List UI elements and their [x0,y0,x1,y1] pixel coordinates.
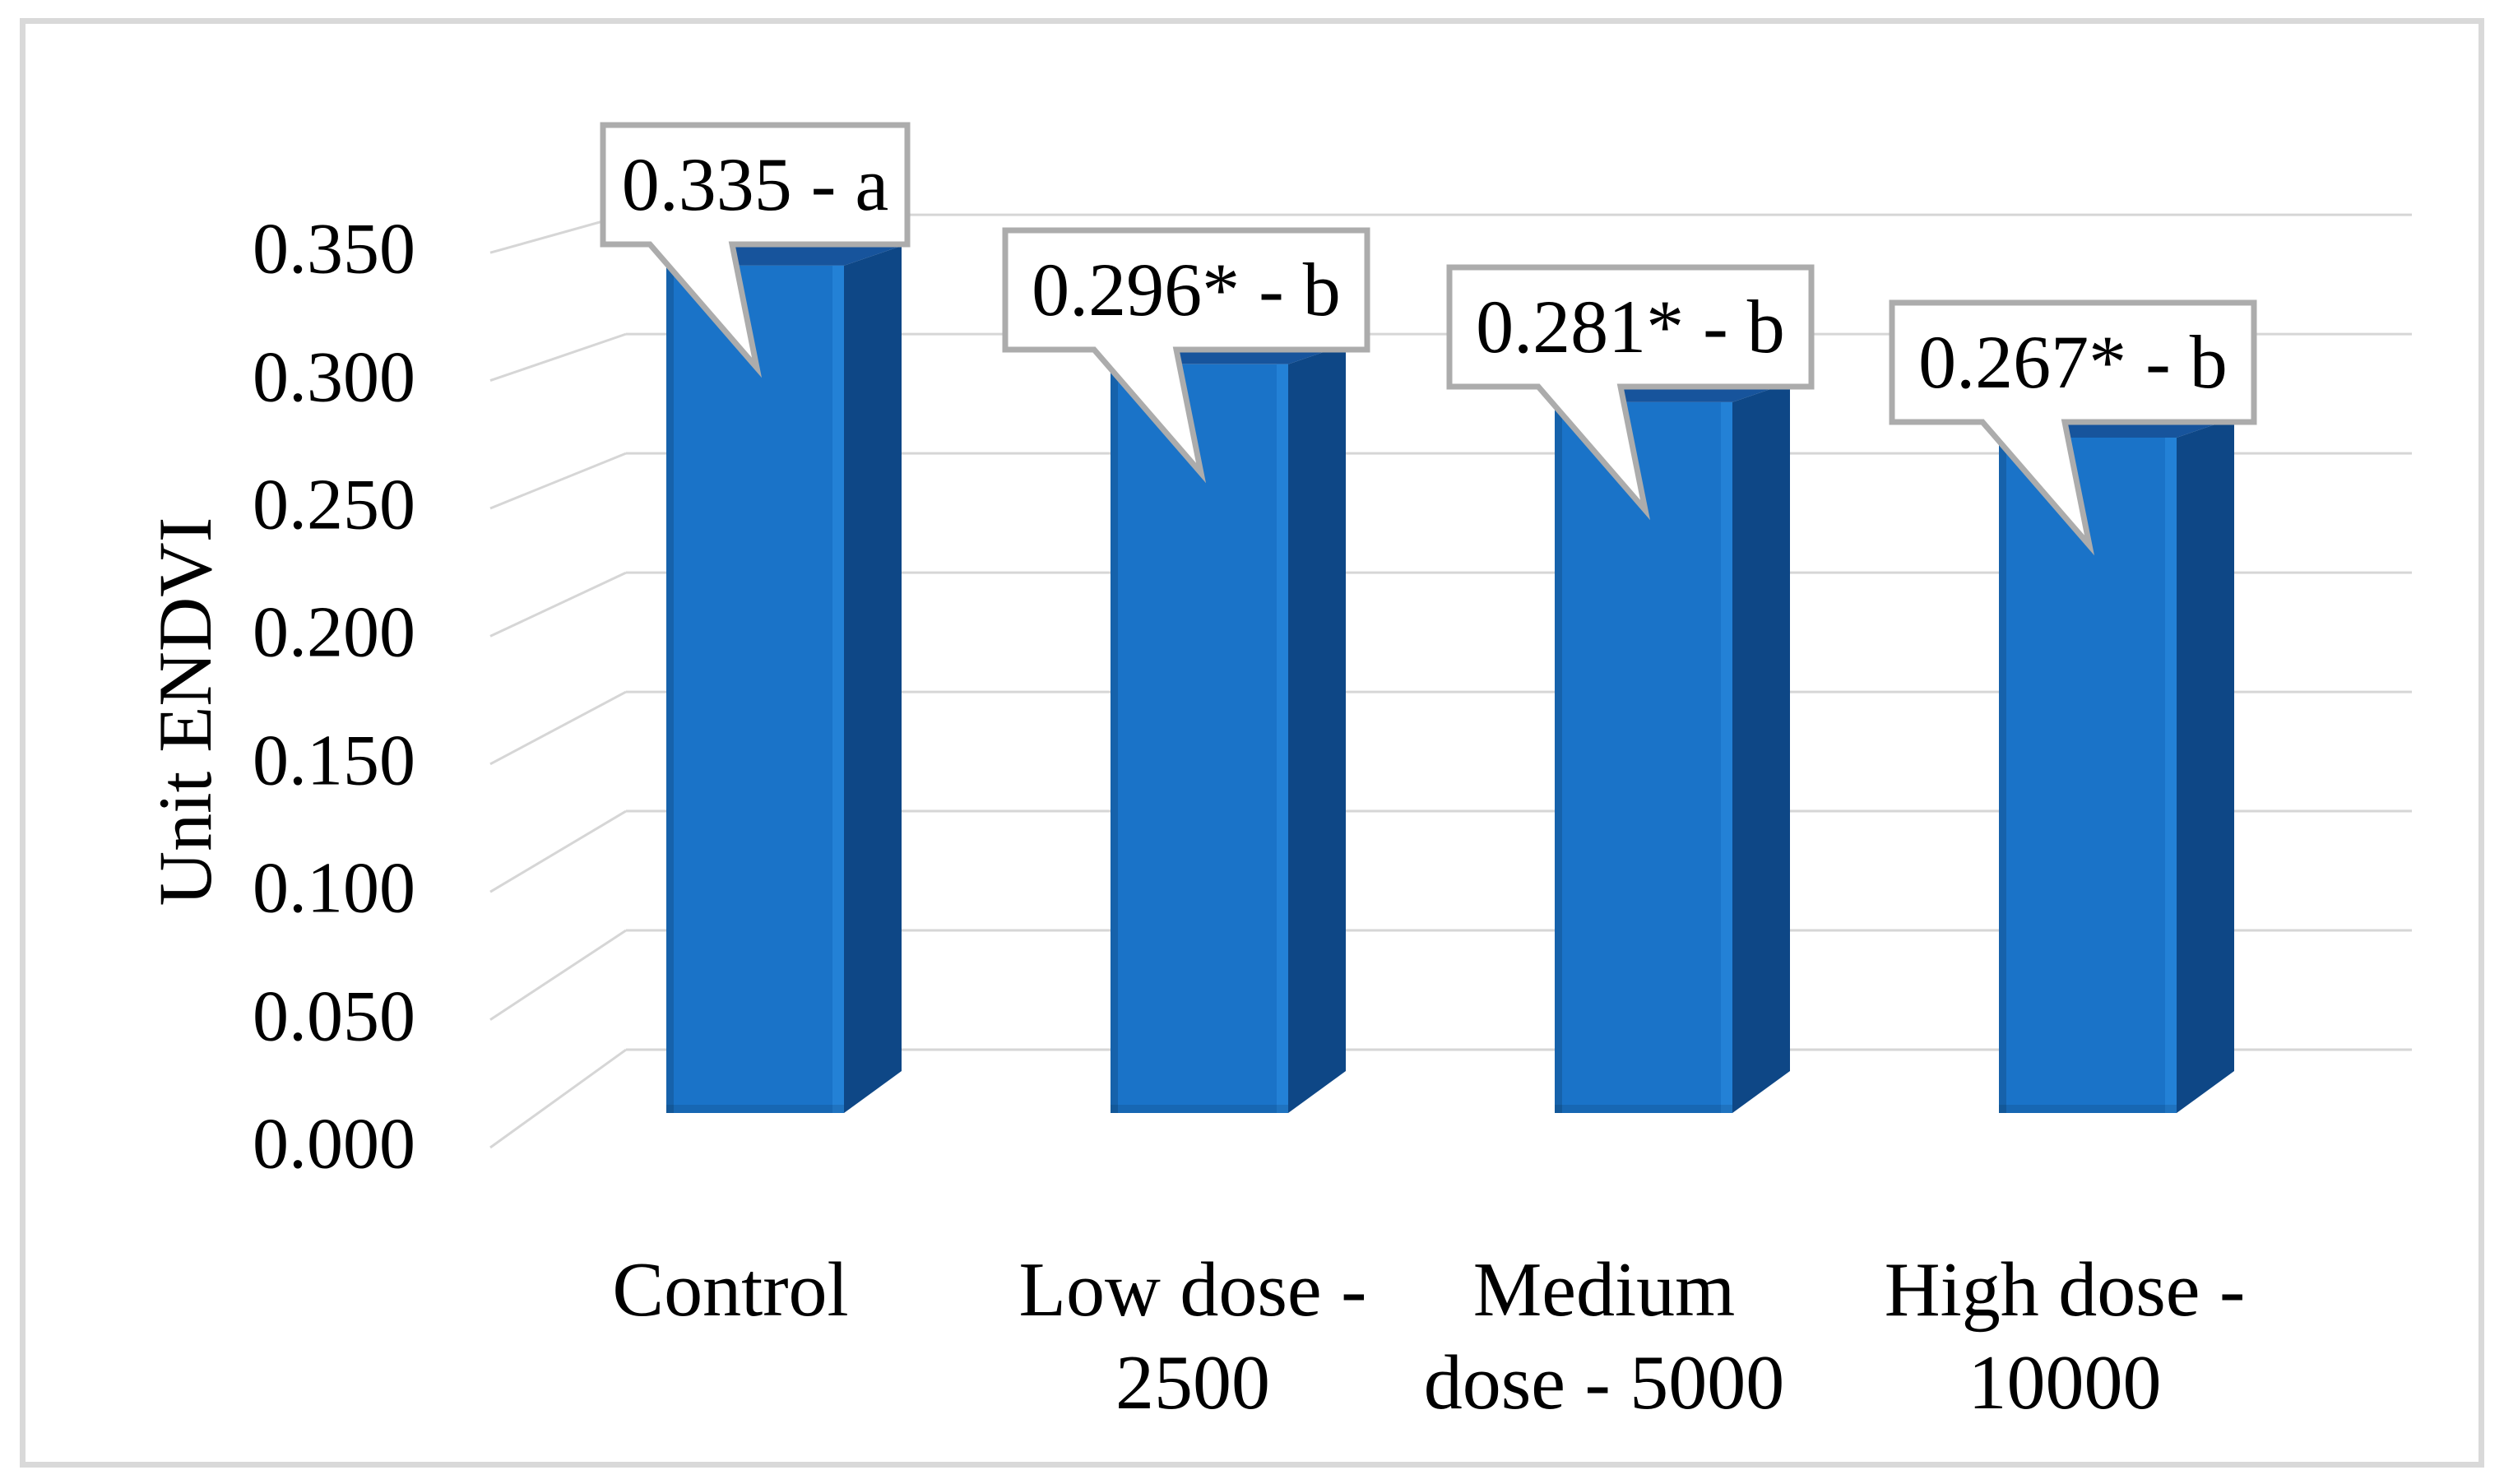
bar-control-side-face [844,245,902,1113]
bar-high-dose-10000-bottom-bevel [1999,1105,2177,1113]
y-tick-label: 0.200 [253,592,415,673]
bar-medium-dose-5000-bottom-bevel [1555,1105,1732,1113]
gridline-depth-connector [489,1048,627,1149]
x-category-label-low-dose-2500: Low dose -2500 [897,1244,1489,1430]
gridline-depth-connector [489,929,627,1021]
x-category-label-line: Control [612,1247,849,1333]
gridline-depth-connector [489,332,627,383]
bar-low-dose-2500-bottom-bevel [1111,1105,1288,1113]
bar-control-front-face [666,265,844,1113]
x-category-label-line: High dose - [1884,1247,2246,1333]
gridline-depth-connector [489,809,627,893]
bar-low-dose-2500-front-face [1111,364,1288,1113]
bar-control-right-bevel [832,265,844,1113]
y-tick-label: 0.150 [253,721,415,801]
data-label-callout [1446,264,1815,521]
bar-medium-dose-5000-side-face [1732,382,1790,1113]
bar-high-dose-10000-right-bevel [2165,437,2177,1113]
bar-medium-dose-5000-front-face [1555,401,1732,1113]
y-tick-label: 0.350 [253,209,415,290]
y-tick-label: 0.250 [253,465,415,545]
bar-medium-dose-5000-right-bevel [1721,401,1732,1113]
gridline-depth-connector [489,452,627,510]
gridline-depth-connector [489,690,627,766]
data-label-callout [1002,227,1370,484]
y-tick-label: 0.300 [253,337,415,418]
y-tick-label: 0.100 [253,848,415,929]
x-category-label-medium-dose-5000: Medium dose - 5000 [1308,1244,1900,1430]
x-category-label-line: Medium [1472,1247,1736,1333]
data-label-text: 0.296* - b [1032,248,1341,332]
data-label-callout [1889,299,2257,556]
bar-low-dose-2500-side-face [1288,344,1346,1113]
x-category-label-line: dose - 5000 [1423,1340,1785,1426]
y-axis-title: Unit ENDVI [143,517,227,907]
bar-high-dose-10000-left-bevel [1999,437,2006,1113]
bar-control-bottom-bevel [666,1105,844,1113]
data-label-callout [600,122,911,378]
bar-high-dose-10000-side-face [2177,417,2234,1114]
x-category-label-line: 10000 [1968,1340,2162,1426]
y-tick-label: 0.050 [253,976,415,1057]
bar-low-dose-2500-left-bevel [1111,364,1118,1113]
bar-medium-dose-5000-left-bevel [1555,401,1562,1113]
x-category-label-line: Low dose - [1018,1247,1367,1333]
data-label-text: 0.281* - b [1476,285,1785,369]
bar-control-left-bevel [666,265,674,1113]
x-category-label-control: Control [434,1244,1027,1337]
data-label-text: 0.335 - a [621,142,889,226]
data-label-text: 0.267* - b [1918,320,2228,404]
gridline-depth-connector [489,571,627,638]
x-category-label-high-dose-10000: High dose -10000 [1769,1244,2361,1430]
x-category-label-line: 2500 [1115,1340,1270,1426]
y-tick-label: 0.000 [253,1104,415,1185]
bar-low-dose-2500-right-bevel [1277,364,1288,1113]
bar-high-dose-10000-front-face [1999,437,2177,1113]
